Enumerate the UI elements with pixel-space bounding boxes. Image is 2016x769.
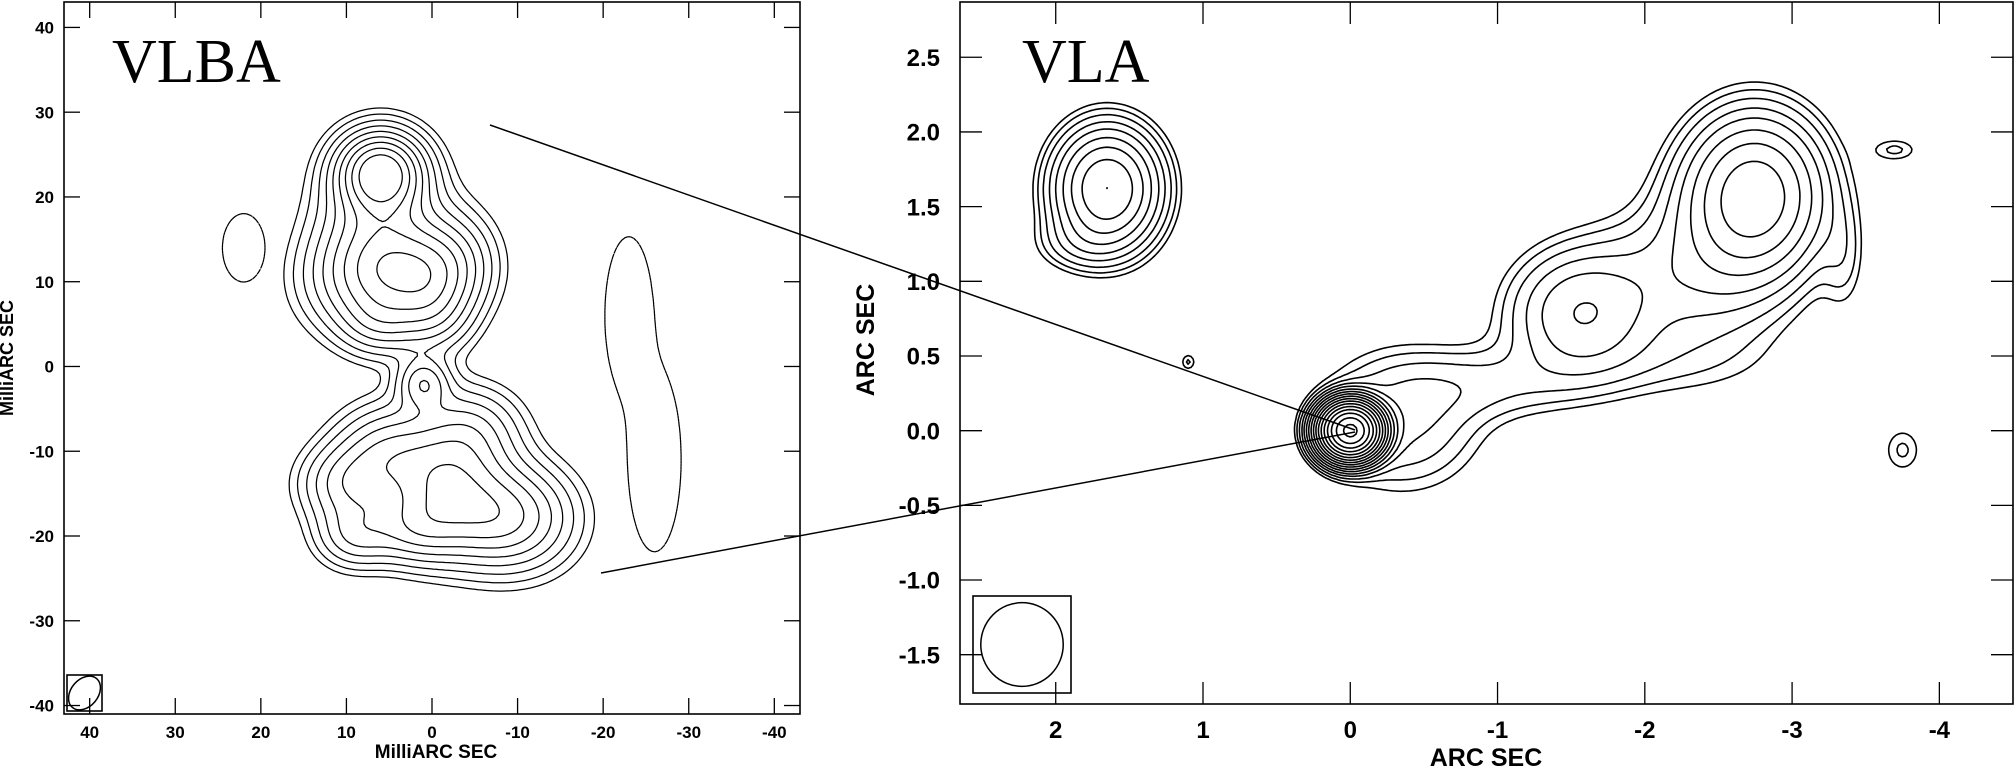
vla-x-tick-label: -2: [1634, 717, 1655, 744]
vla-x-tick-label: 2: [1049, 717, 1062, 744]
vla-y-tick-label: -1.0: [899, 568, 940, 595]
vla-x-tick-label: -3: [1781, 717, 1802, 744]
vlba-contour-level: [358, 154, 432, 293]
vlba-x-tick-label: -10: [505, 723, 530, 742]
vla-contour-level: [1054, 117, 1824, 475]
vla-panel: 2 1 0 -1 -2 -3 -42.52.01.51.00.50.0-0.5-1.0-1.…: [852, 1, 2014, 769]
vla-x-axis-label: ARC SEC: [1430, 744, 1543, 769]
vla-contour-level: [1048, 107, 1834, 478]
vlba-contour-level: [221, 212, 682, 553]
zoom-connector-upper: [489, 124, 1356, 431]
vla-y-tick-label: 2.5: [907, 45, 940, 72]
vlba-x-tick-label: 30: [166, 723, 185, 742]
vlba-x-tick-label: 20: [251, 723, 270, 742]
vla-y-tick-label: -1.5: [899, 642, 940, 669]
vlba-y-tick-label: 20: [35, 188, 54, 207]
vla-beam-frame: [972, 595, 1072, 694]
vla-contour-level: [1315, 397, 1387, 464]
vlba-contour-level: [322, 130, 553, 558]
vlba-contour-level: [292, 113, 585, 584]
vla-contour-level: [1070, 142, 1801, 471]
vla-plot-frame: [959, 1, 2014, 705]
vlba-y-tick-label: -20: [29, 527, 54, 546]
vlba-x-tick-label: -40: [762, 723, 787, 742]
vla-contour-level: [1037, 89, 1909, 484]
vlba-y-tick-label: 10: [35, 273, 54, 292]
vlba-x-tick-label: 10: [337, 723, 356, 742]
vlba-y-tick-label: 0: [45, 358, 54, 377]
vlba-contour-level: [351, 147, 500, 524]
vlba-y-axis-label: MilliARC SEC: [0, 300, 17, 416]
vla-axis-ticks: 2 1 0 -1 -2 -3 -42.52.01.51.00.50.0-0.5-1.0-1.…: [899, 2, 2013, 744]
vla-contour-level: [1320, 402, 1381, 459]
vla-contour-level: [1032, 81, 1918, 493]
vlba-x-tick-label: -30: [676, 723, 701, 742]
vlba-beam-frame: [66, 674, 103, 712]
vla-contour-level: [1062, 129, 1813, 473]
vla-contour-level: [1326, 408, 1374, 453]
vlba-x-axis-label: MilliARC SEC: [375, 742, 498, 763]
vla-contour-level: [1342, 423, 1358, 438]
vlba-x-tick-label: -20: [591, 723, 616, 742]
vlba-y-tick-label: 40: [35, 19, 54, 38]
vla-x-tick-label: -4: [1929, 717, 1951, 744]
vla-y-axis-label: ARC SEC: [852, 284, 880, 397]
vlba-axis-ticks: 40 30 20 10 0 -10 -20 -30 -40 40 30 20 10 0 -10 -20 -30 -…: [29, 2, 800, 742]
vlba-y-tick-label: -30: [29, 612, 54, 631]
vlba-contour-map: [221, 107, 682, 592]
vla-title: VLA: [1022, 28, 1150, 96]
vla-beam-box: [972, 595, 1072, 694]
vla-contour-level: [1323, 405, 1378, 456]
vla-contour-level: [1330, 412, 1371, 449]
vlba-beam-ellipse: [67, 675, 102, 711]
vla-contour-level: [1106, 187, 1389, 466]
vlba-panel: 40 30 20 10 0 -10 -20 -30 -40 40 30 20 10 0 -10 -20 -30 -…: [0, 1, 801, 763]
vla-x-tick-label: 0: [1344, 717, 1357, 744]
vla-y-tick-label: 0.0: [907, 418, 940, 445]
vla-y-tick-label: 2.0: [907, 120, 940, 147]
vla-y-tick-label: 1.5: [907, 194, 940, 221]
vlba-contour-level: [312, 125, 564, 567]
vlba-contour-level: [302, 119, 575, 575]
zoom-connector-lower: [600, 431, 1356, 574]
vla-contour-map: [1032, 81, 1918, 493]
vlba-x-tick-label: 40: [80, 723, 99, 742]
vlba-contour-level: [283, 107, 596, 592]
vla-contour-level: [1081, 158, 1786, 468]
vlba-y-tick-label: -10: [29, 442, 54, 461]
vla-x-tick-label: 1: [1196, 717, 1209, 744]
vlba-contour-level: [332, 136, 540, 549]
vlba-contour-level: [343, 141, 525, 539]
vla-contour-level: [1042, 97, 1848, 480]
vla-x-tick-label: -1: [1487, 717, 1508, 744]
vlba-y-tick-label: -40: [29, 697, 54, 716]
vlba-x-tick-label: 0: [427, 723, 436, 742]
vlba-beam-box: [66, 674, 103, 712]
vlba-title: VLBA: [112, 28, 281, 96]
vlba-y-tick-label: 30: [35, 103, 54, 122]
vla-y-tick-label: 0.5: [907, 344, 940, 371]
vla-beam-ellipse: [980, 601, 1064, 688]
